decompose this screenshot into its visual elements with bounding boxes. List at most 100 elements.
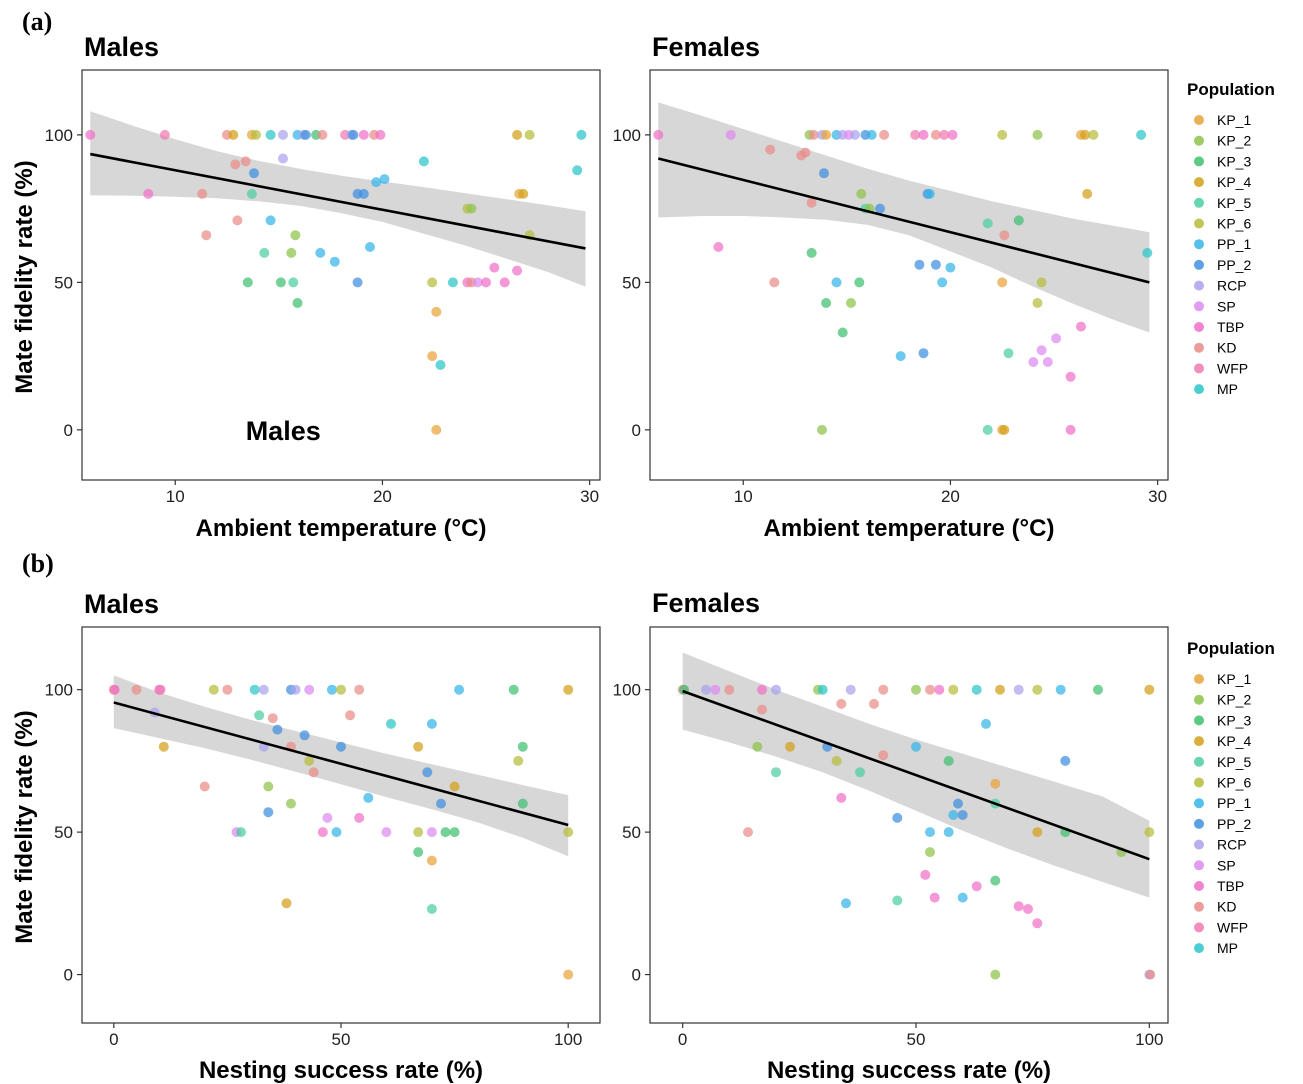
data-point <box>1032 827 1043 838</box>
data-point <box>999 424 1010 435</box>
data-point <box>713 242 724 252</box>
data-point <box>1145 969 1156 980</box>
data-point <box>431 424 442 435</box>
data-point <box>272 724 283 735</box>
data-point <box>263 807 274 818</box>
data-point <box>304 684 315 695</box>
data-point <box>228 129 239 140</box>
data-point <box>1144 684 1155 695</box>
data-point <box>953 798 963 809</box>
x-tick-label: 20 <box>373 487 392 506</box>
data-point <box>939 129 950 140</box>
data-point <box>563 827 574 838</box>
data-point <box>971 881 982 892</box>
data-point <box>831 755 842 766</box>
data-point <box>348 129 359 140</box>
data-point <box>517 798 528 809</box>
data-point <box>317 129 328 140</box>
x-tick-label: 10 <box>166 487 185 506</box>
data-point <box>259 247 270 258</box>
legend-title-b: Population <box>1187 639 1275 658</box>
data-point <box>336 741 346 752</box>
legend-label: KP_5 <box>1217 754 1251 770</box>
data-point <box>836 698 847 709</box>
data-point <box>875 203 885 214</box>
data-point <box>948 810 959 820</box>
data-point <box>436 798 446 809</box>
legend-key <box>1194 694 1204 705</box>
y-tick-label: 100 <box>45 681 73 700</box>
data-point <box>240 156 251 167</box>
y-tick-label: 100 <box>613 126 641 145</box>
data-point <box>304 755 315 766</box>
data-point <box>254 710 265 721</box>
panel-3: 0 50 100 0 50 100 Males Nesting success rate (%… <box>11 589 601 1084</box>
data-point <box>352 277 363 288</box>
data-point <box>943 755 954 766</box>
data-point <box>878 750 889 761</box>
legend-label: KD <box>1217 899 1236 915</box>
data-point <box>1036 345 1047 356</box>
data-point <box>326 684 337 695</box>
legend-key <box>1194 156 1204 167</box>
data-point <box>290 230 301 241</box>
data-point <box>222 684 233 695</box>
data-point <box>286 247 297 258</box>
data-point <box>771 684 781 695</box>
data-point <box>449 781 460 792</box>
legend-label: SP <box>1217 298 1236 314</box>
legend-key <box>1194 322 1204 332</box>
data-point <box>290 684 301 695</box>
data-point <box>576 129 587 140</box>
data-point <box>422 767 433 778</box>
data-point <box>336 684 346 695</box>
data-point <box>381 827 392 838</box>
data-point <box>418 156 429 167</box>
data-point <box>300 129 311 140</box>
legend-label: KP_6 <box>1217 216 1251 232</box>
data-point <box>1080 129 1091 140</box>
data-point <box>331 827 342 838</box>
legend-label: KP_5 <box>1217 195 1251 211</box>
legend-label: KP_1 <box>1217 112 1251 128</box>
data-point <box>771 767 781 778</box>
legend-key <box>1194 197 1204 208</box>
data-point <box>1065 424 1076 435</box>
data-point <box>208 684 219 695</box>
data-point <box>563 969 574 980</box>
data-point <box>769 277 780 288</box>
data-point <box>817 424 827 435</box>
data-point <box>427 351 438 362</box>
legend-label: WFP <box>1217 360 1248 376</box>
data-point <box>131 684 142 695</box>
data-point <box>892 895 903 906</box>
x-tick-label: 20 <box>941 487 960 506</box>
data-point <box>757 684 767 695</box>
data-point <box>524 129 535 140</box>
data-point <box>386 718 396 729</box>
panel-1: 0 50 100 10 20 30 Males Ambient temperature (°C… <box>11 32 601 542</box>
data-point <box>817 684 828 695</box>
data-point <box>981 718 991 729</box>
data-point <box>322 812 333 823</box>
data-point <box>1013 901 1024 912</box>
data-point <box>918 129 929 140</box>
x-axis-title: Nesting success rate (%) <box>767 1057 1051 1084</box>
data-point <box>572 165 583 176</box>
data-point <box>518 188 529 199</box>
data-point <box>563 684 574 695</box>
data-point <box>920 869 931 880</box>
data-point <box>447 277 458 288</box>
legend-label: KP_1 <box>1217 671 1251 687</box>
data-point <box>925 847 935 858</box>
y-tick-label: 100 <box>613 681 641 700</box>
data-point <box>1093 684 1103 695</box>
data-point <box>800 147 811 158</box>
legend-key <box>1194 715 1204 726</box>
x-tick-label: 100 <box>1135 1030 1163 1049</box>
legend-label: TBP <box>1217 319 1244 335</box>
data-point <box>856 188 867 199</box>
x-axis-title: Ambient temperature (°C) <box>764 515 1055 542</box>
y-tick-label: 50 <box>622 273 641 292</box>
